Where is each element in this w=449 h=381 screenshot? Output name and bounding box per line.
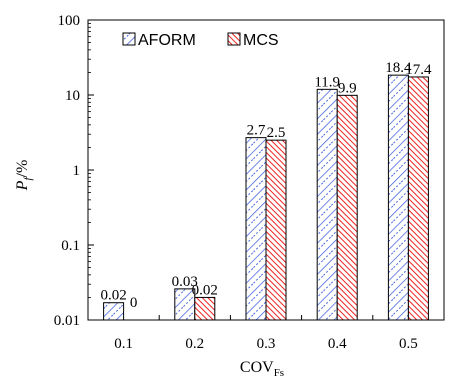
data-label-mcs-0.2: 0.02	[192, 282, 218, 298]
data-label-mcs-0.4: 9.9	[338, 80, 357, 96]
bar-mcs-0.5	[407, 76, 429, 321]
y-axis-label-rest: /%	[14, 160, 31, 178]
data-label-aform-0.4: 11.9	[314, 74, 340, 90]
bar-aform-0.3	[245, 137, 267, 321]
y-axis-label-main: P	[14, 180, 31, 191]
bar-aform-0.5	[387, 74, 409, 321]
y-tick-label: 100	[58, 13, 81, 29]
bar-aform-0.1	[103, 302, 125, 321]
legend-label-mcs: MCS	[243, 32, 279, 49]
x-tick-label: 0.4	[328, 336, 347, 352]
data-label-aform-0.1: 0.02	[100, 288, 126, 304]
y-tick-label: 0.01	[54, 313, 80, 329]
legend-item-aform: AFORM	[122, 32, 196, 49]
bar-mcs-0.4	[336, 94, 358, 321]
y-axis-label-sub: f	[22, 176, 34, 181]
plot-area: 0.020.032.711.918.400.022.59.917.4 0.010…	[54, 13, 445, 352]
x-tick-label: 0.2	[185, 336, 204, 352]
x-axis-label-sub: Fs	[274, 367, 284, 379]
data-label-aform-0.5: 18.4	[385, 60, 412, 76]
bar-mcs-0.2	[194, 296, 216, 321]
data-label-aform-0.2: 0.03	[172, 274, 198, 290]
x-tick-label: 0.5	[399, 336, 418, 352]
legend-swatch-aform	[122, 32, 136, 46]
y-tick-label: 0.1	[61, 238, 80, 254]
x-axis-label-main: COV	[240, 359, 274, 376]
x-axis-label: COVFs	[240, 359, 284, 379]
data-label-mcs-0.3: 2.5	[267, 125, 286, 141]
data-label-aform-0.3: 2.7	[247, 123, 266, 139]
legend: AFORM MCS	[122, 32, 279, 49]
bar-mcs-0.3	[265, 139, 287, 321]
y-axis-label: Pf/%	[14, 160, 34, 192]
legend-swatch-mcs	[227, 32, 241, 46]
x-tick-label: 0.3	[257, 336, 276, 352]
data-label-mcs-0.1: 0	[130, 295, 138, 311]
bar-aform-0.4	[316, 88, 338, 321]
legend-item-mcs: MCS	[227, 32, 279, 49]
x-tick-label: 0.1	[114, 336, 133, 352]
data-label-mcs-0.5: 17.4	[405, 62, 432, 78]
y-tick-label: 1	[73, 163, 81, 179]
y-tick-label: 10	[65, 88, 80, 104]
legend-label-aform: AFORM	[138, 32, 196, 49]
